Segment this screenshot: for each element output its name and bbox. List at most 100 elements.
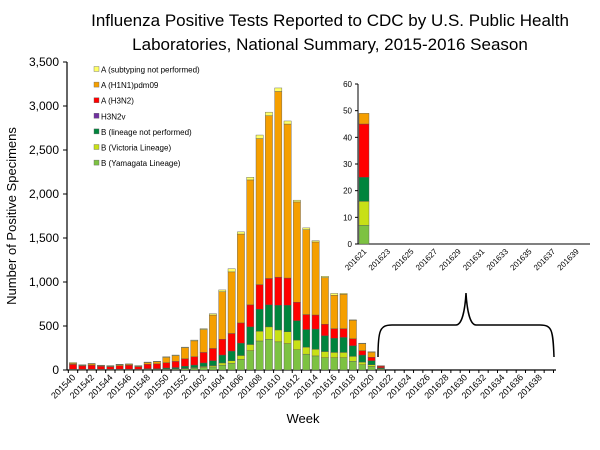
bar-segment: [134, 366, 143, 370]
bar-stack-201551: [171, 354, 180, 371]
y-tick-label: 3,000: [29, 99, 59, 113]
bar-segment: [246, 177, 255, 181]
bar-segment: [125, 363, 133, 365]
legend-item: H3N2v: [93, 112, 125, 121]
bar-stack-201602: [199, 328, 208, 371]
inset-x-tick-label: 201625: [390, 247, 416, 273]
bar-segment: [87, 363, 96, 365]
bar-segment: [283, 120, 292, 125]
bar-segment: [283, 343, 292, 371]
bar-segment: [283, 123, 292, 279]
inset-y-tick-label: 40: [343, 133, 352, 142]
legend-swatch: [93, 159, 100, 166]
legend-swatch: [93, 66, 100, 72]
bar-segment: [349, 356, 357, 362]
bar-segment: [218, 362, 227, 366]
main-plot: 05001,0001,5002,0002,5003,0003,500201540…: [29, 55, 556, 401]
bar-segment: [218, 354, 227, 364]
bar-segment: [321, 351, 329, 358]
bar-stack-201612: [293, 199, 301, 371]
bar-stack-201543: [97, 364, 105, 371]
bar-stack-201550: [162, 356, 171, 371]
bar-segment: [227, 350, 236, 361]
bar-stack-201613: [302, 227, 311, 371]
bar-stack-201621: [377, 365, 385, 371]
legend-item: A (subtyping not performed): [93, 66, 200, 75]
bar-segment: [311, 355, 320, 371]
bar-segment: [171, 355, 180, 362]
bar-segment: [209, 313, 217, 316]
bar-stack-201604: [218, 289, 227, 371]
bar-segment: [302, 346, 311, 355]
bar-segment: [358, 343, 367, 351]
bar-segment: [302, 314, 311, 330]
legend-label: A (subtyping not performed): [101, 66, 200, 75]
bar-segment: [311, 349, 320, 357]
bar-segment: [311, 240, 320, 243]
bar-segment: [227, 333, 236, 352]
y-tick-label: 3,500: [29, 55, 59, 69]
legend-item: A (H3N2): [93, 97, 134, 106]
bar-segment: [209, 360, 217, 366]
bar-segment: [265, 111, 273, 116]
inset-x-tick-label: 201623: [367, 247, 393, 273]
brace: [377, 292, 555, 358]
bar-stack-201606: [237, 231, 245, 371]
inset-bar-segment: [358, 201, 370, 226]
inset-x-tick-label: 201637: [532, 247, 558, 273]
bar-segment: [321, 276, 329, 278]
bar-segment: [153, 361, 161, 362]
bar-segment: [349, 320, 357, 339]
bar-segment: [274, 305, 283, 331]
bar-stack-201615: [321, 276, 329, 371]
bar-segment: [209, 366, 217, 371]
bar-segment: [78, 364, 87, 366]
y-tick-label: 2,000: [29, 187, 59, 201]
bar-segment: [190, 364, 199, 368]
bar-stack-201541: [78, 364, 87, 371]
bar-stack-201542: [87, 363, 96, 371]
bar-stack-201549: [153, 361, 161, 371]
bar-segment: [227, 363, 236, 371]
legend-item: B (Victoria Lineage): [93, 144, 171, 153]
bar-segment: [162, 357, 171, 363]
legend-swatch: [93, 97, 100, 103]
bar-segment: [171, 354, 180, 356]
legend-label: H3N2v: [101, 112, 125, 121]
bar-segment: [143, 361, 152, 363]
bar-segment: [125, 365, 133, 370]
bar-segment: [330, 338, 339, 353]
bar-segment: [321, 357, 329, 371]
bar-segment: [87, 365, 96, 370]
y-axis-label: Number of Positive Specimens: [4, 127, 19, 305]
bar-segment: [293, 339, 301, 350]
bar-segment: [330, 352, 339, 358]
bar-segment: [246, 326, 255, 345]
bar-segment: [265, 339, 273, 371]
legend-swatch: [93, 81, 100, 88]
bar-segment: [209, 314, 217, 349]
bar-segment: [367, 366, 376, 371]
bar-segment: [367, 351, 376, 358]
bar-segment: [237, 231, 245, 235]
bar-segment: [134, 365, 143, 367]
bar-segment: [339, 352, 348, 358]
bar-segment: [293, 199, 301, 203]
chart-title-line-2: Laboratories, National Summary, 2015-201…: [132, 35, 528, 54]
y-tick-label: 1,500: [29, 231, 59, 245]
bar-segment: [349, 319, 357, 321]
bar-stack-201610: [274, 87, 283, 371]
bar-segment: [358, 354, 367, 363]
bar-segment: [246, 304, 255, 328]
bar-segment: [190, 339, 199, 342]
bar-stack-201552: [181, 346, 189, 371]
bar-stack-201545: [115, 364, 124, 371]
bar-segment: [265, 326, 273, 340]
bar-segment: [358, 342, 367, 344]
bar-segment: [246, 179, 255, 306]
bar-segment: [227, 271, 236, 334]
bar-segment: [330, 293, 339, 296]
bar-segment: [255, 134, 264, 139]
inset-plot: 0102030405060201621201623201625201627201…: [343, 80, 590, 272]
bar-segment: [227, 360, 236, 364]
